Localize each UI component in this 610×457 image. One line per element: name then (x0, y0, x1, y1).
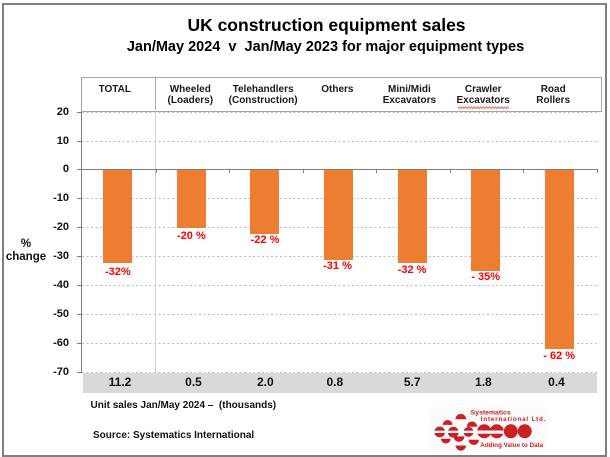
svg-text:International Ltd.: International Ltd. (481, 416, 546, 423)
svg-text:Adding Value to Data: Adding Value to Data (480, 442, 543, 449)
svg-text:Systematics: Systematics (471, 410, 512, 416)
